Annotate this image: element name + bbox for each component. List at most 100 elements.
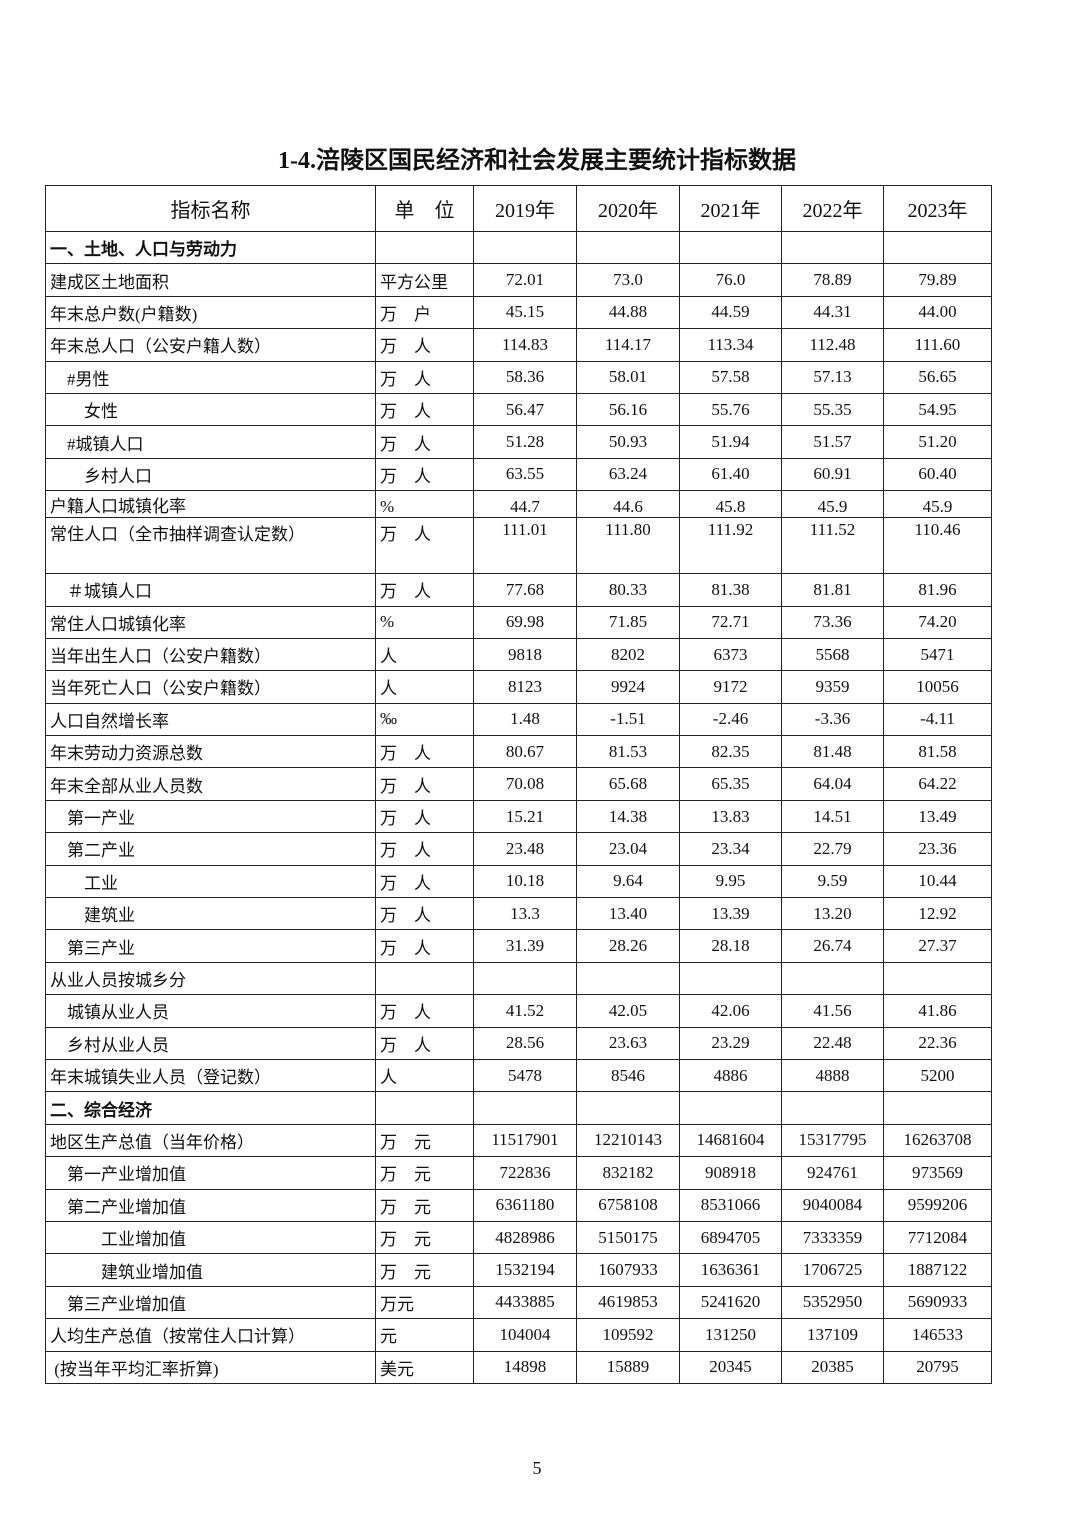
unit-cell: 美元 — [375, 1350, 474, 1384]
value-2023: 16263708 — [883, 1123, 992, 1158]
value-2022: 112.48 — [781, 328, 884, 362]
value-2022: 73.36 — [781, 605, 884, 639]
value-2022: 81.48 — [781, 735, 884, 769]
unit-cell: 万 人 — [375, 573, 474, 607]
value-2021: 9172 — [679, 670, 782, 704]
value-2021: 131250 — [679, 1318, 782, 1352]
header-2022: 2022年 — [781, 185, 884, 232]
value-2022 — [781, 1091, 884, 1125]
value-2020: 56.16 — [576, 392, 680, 427]
value-2019: 15.21 — [473, 799, 577, 834]
value-2021: 28.18 — [679, 929, 782, 963]
value-2022: 13.20 — [781, 897, 884, 931]
value-2020: 4619853 — [576, 1285, 680, 1320]
value-2021: 6894705 — [679, 1220, 782, 1255]
indicator-name: 年末城镇失业人员（登记数） — [45, 1058, 376, 1093]
unit-cell: 万 人 — [375, 897, 474, 931]
table-row: 女性万 人 56.47 56.16 55.76 55.35 54.95 — [45, 392, 992, 427]
value-2021: 20345 — [679, 1350, 782, 1384]
value-2022: 60.91 — [781, 457, 884, 492]
value-2023: 111.60 — [883, 328, 992, 362]
value-2023: 146533 — [883, 1318, 992, 1352]
table-row: 乡村从业人员万 人 28.56 23.63 23.29 22.48 22.36 — [45, 1026, 992, 1060]
value-2023: 10056 — [883, 670, 992, 704]
table-row: 常住人口（全市抽样调查认定数）万 人 111.01 111.80 111.92 111.… — [45, 517, 992, 575]
value-2020: 109592 — [576, 1318, 680, 1352]
page-title: 1-4.涪陵区国民经济和社会发展主要统计指标数据 — [278, 148, 796, 174]
value-2021: 23.29 — [679, 1026, 782, 1060]
unit-cell: 万元 — [375, 1285, 474, 1320]
value-2020 — [576, 230, 680, 265]
table-row: 乡村人口万 人 63.55 63.24 61.40 60.91 60.40 — [45, 457, 992, 492]
indicator-name: 当年死亡人口（公安户籍数） — [45, 670, 376, 704]
indicator-name: 地区生产总值（当年价格） — [45, 1123, 376, 1158]
header-2019: 2019年 — [473, 185, 577, 232]
indicator-name: 二、综合经济 — [45, 1091, 376, 1125]
value-2019: 72.01 — [473, 263, 577, 297]
table-row: 第二产业万 人 23.48 23.04 23.34 22.79 23.36 — [45, 832, 992, 866]
value-2023: 27.37 — [883, 929, 992, 963]
header-indicator-name: 指标名称 — [45, 185, 376, 232]
table-row: 人口自然增长率 ‰ 1.48 -1.51 -2.46 -3.36 -4.11 — [45, 702, 992, 737]
indicator-name: 第二产业 — [45, 832, 376, 866]
indicator-name: 第二产业增加值 — [45, 1188, 376, 1222]
value-2021: 5241620 — [679, 1285, 782, 1320]
value-2020: 114.17 — [576, 328, 680, 362]
value-2019: 41.52 — [473, 994, 577, 1028]
value-2022: 5352950 — [781, 1285, 884, 1320]
value-2020 — [576, 1091, 680, 1125]
value-2021 — [679, 961, 782, 996]
value-2023: 45.9 — [883, 490, 992, 519]
value-2022: 7333359 — [781, 1220, 884, 1255]
value-2023: 64.22 — [883, 767, 992, 801]
value-2020: 8202 — [576, 637, 680, 672]
value-2021: 55.76 — [679, 392, 782, 427]
table-row: (按当年平均汇率折算) 美元 14898 15889 20345 20385 20795 — [45, 1350, 992, 1384]
value-2021: 65.35 — [679, 767, 782, 801]
value-2022: -3.36 — [781, 702, 884, 737]
value-2023: 10.44 — [883, 864, 992, 899]
value-2022: 111.52 — [781, 517, 884, 575]
table-row: 常住人口城镇化率% 69.98 71.85 72.71 73.36 74.20 — [45, 605, 992, 639]
value-2019: 9818 — [473, 637, 577, 672]
unit-cell: 万 人 — [375, 457, 474, 492]
value-2019: 1.48 — [473, 702, 577, 737]
value-2019 — [473, 961, 577, 996]
table-header-row: 指标名称 单 位 2019年 2020年 2021年 2022年 2023年 — [45, 185, 992, 232]
table-row: 年末全部从业人员数万 人 70.08 65.68 65.35 64.04 64.22 — [45, 767, 992, 801]
value-2022: 78.89 — [781, 263, 884, 297]
value-2022: 924761 — [781, 1156, 884, 1190]
value-2020: 14.38 — [576, 799, 680, 834]
indicator-name: 第一产业 — [45, 799, 376, 834]
value-2022: 41.56 — [781, 994, 884, 1028]
indicator-name: #城镇人口 — [45, 425, 376, 459]
unit-cell: 万 人 — [375, 994, 474, 1028]
indicator-name: 年末劳动力资源总数 — [45, 735, 376, 769]
value-2019 — [473, 1091, 577, 1125]
value-2020: 81.53 — [576, 735, 680, 769]
value-2019 — [473, 230, 577, 265]
value-2019: 77.68 — [473, 573, 577, 607]
unit-cell: 人 — [375, 637, 474, 672]
value-2022: 5568 — [781, 637, 884, 672]
value-2023: 81.58 — [883, 735, 992, 769]
value-2021: 76.0 — [679, 263, 782, 297]
value-2021: 8531066 — [679, 1188, 782, 1222]
table-row: 当年出生人口（公安户籍数）人 9818 8202 6373 5568 5471 — [45, 637, 992, 672]
indicator-name: #男性 — [45, 360, 376, 394]
value-2020: 58.01 — [576, 360, 680, 394]
value-2023: 7712084 — [883, 1220, 992, 1255]
table-row: ＃城镇人口万 人 77.68 80.33 81.38 81.81 81.96 — [45, 573, 992, 607]
value-2021: -2.46 — [679, 702, 782, 737]
unit-cell: 万 元 — [375, 1253, 474, 1287]
table-row: 工业万 人 10.18 9.64 9.95 9.59 10.44 — [45, 864, 992, 899]
indicator-name: 第三产业增加值 — [45, 1285, 376, 1320]
value-2022: 22.48 — [781, 1026, 884, 1060]
table-row: 第一产业万 人 15.21 14.38 13.83 14.51 13.49 — [45, 799, 992, 834]
value-2022: 22.79 — [781, 832, 884, 866]
indicator-name: 常住人口城镇化率 — [45, 605, 376, 639]
value-2020: 65.68 — [576, 767, 680, 801]
section-row: 一、土地、人口与劳动力 — [45, 230, 992, 265]
header-unit: 单 位 — [375, 185, 474, 232]
header-2023: 2023年 — [883, 185, 992, 232]
